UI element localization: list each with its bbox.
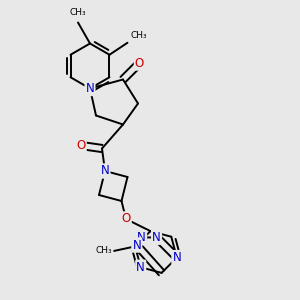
Text: O: O — [135, 56, 144, 70]
Text: N: N — [152, 231, 161, 244]
Text: O: O — [76, 139, 85, 152]
Text: N: N — [100, 164, 109, 178]
Text: CH₃: CH₃ — [70, 8, 86, 17]
Text: N: N — [137, 231, 146, 244]
Text: N: N — [132, 238, 141, 251]
Text: N: N — [136, 261, 145, 274]
Text: CH₃: CH₃ — [130, 31, 147, 40]
Text: N: N — [172, 251, 181, 264]
Text: O: O — [122, 212, 130, 226]
Text: N: N — [85, 82, 94, 95]
Text: CH₃: CH₃ — [95, 246, 112, 255]
